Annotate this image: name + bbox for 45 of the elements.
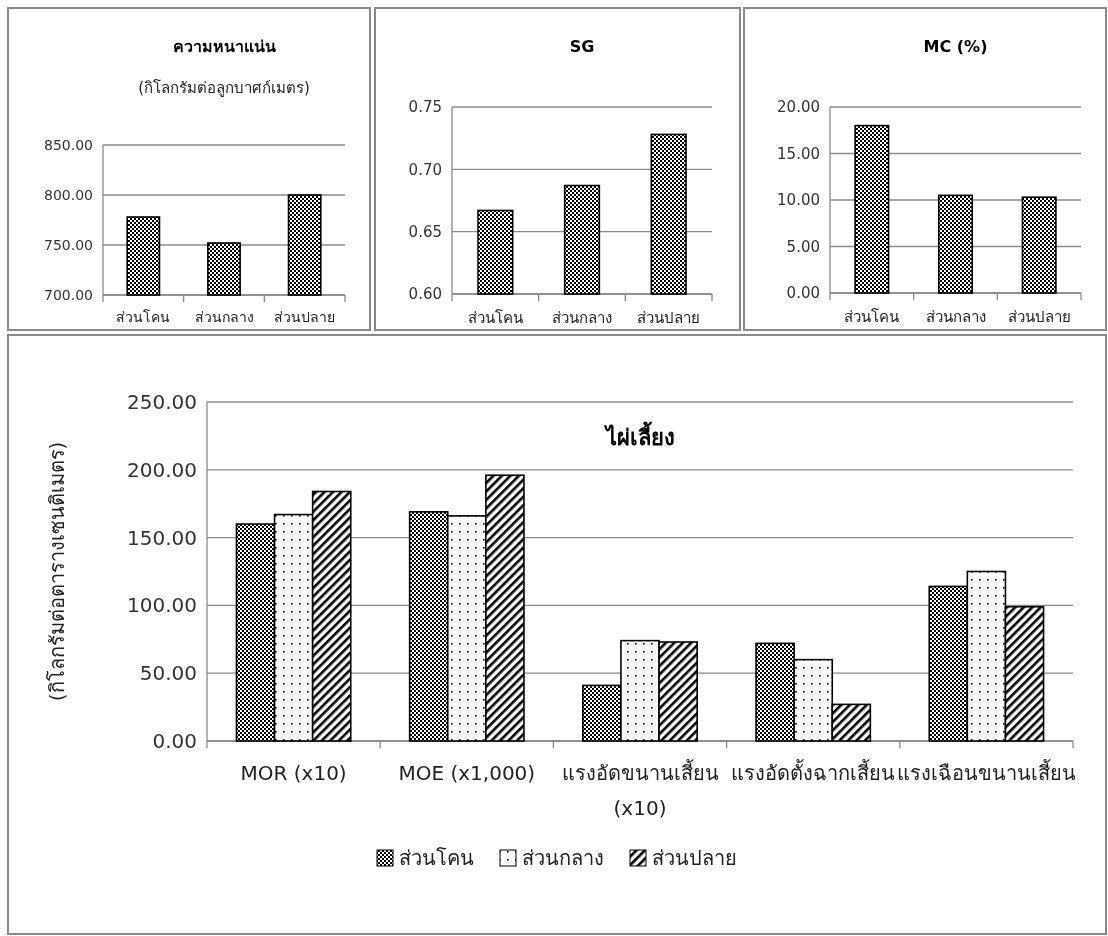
y-tick-label: 0.60 <box>408 285 442 304</box>
x-tick-label: ส่วนกลาง <box>925 308 986 327</box>
legend-label: ส่วนโคน <box>399 846 474 870</box>
x-tick-label: ส่วนปลาย <box>1007 308 1071 327</box>
x-tick-label: ส่วนกลาง <box>552 309 612 328</box>
x-tick-label: แรงอัดขนานเสี้ยน (x10) <box>561 759 719 820</box>
y-tick-label: 250.00 <box>127 390 197 414</box>
legend-label: ส่วนกลาง <box>522 846 604 870</box>
x-tick-label: แรงอัดตั้งฉากเสี้ยน <box>731 759 896 785</box>
y-tick-label: 750.00 <box>44 236 93 253</box>
chart-title: SG <box>569 37 595 56</box>
y-tick-label: 200.00 <box>127 457 197 482</box>
legend-label: ส่วนปลาย <box>652 846 737 870</box>
y-tick-label: 5.00 <box>786 237 820 256</box>
y-tick-label: 850.00 <box>44 136 93 153</box>
x-tick-label: ส่วนโคน <box>116 309 171 326</box>
text: ไผ่เลี้ยง <box>603 421 675 450</box>
y-tick-label: 10.00 <box>777 191 820 210</box>
y-tick-label: 0.00 <box>152 729 197 753</box>
x-tick-label: ส่วนปลาย <box>274 309 336 326</box>
x-tick-label: ส่วนโคน <box>467 309 523 328</box>
y-tick-label: 800.00 <box>44 186 93 203</box>
chart-subtitle: (กิโลกรัมต่อลูกบาศก์เมตร) <box>138 79 310 97</box>
bar <box>854 124 890 294</box>
y-tick-label: 0.65 <box>408 222 442 241</box>
y-tick-label: 20.00 <box>777 98 820 117</box>
x-tick-label: MOE (x1,000) <box>398 761 536 785</box>
bar <box>1021 196 1057 294</box>
y-tick-label: 100.00 <box>127 593 197 618</box>
y-tick-label: 0.70 <box>408 160 442 179</box>
x-tick-label: MOR (x10) <box>240 761 347 785</box>
x-tick-label: ส่วนโคน <box>844 308 900 327</box>
x-tick-label: แรงเฉือนขนานเสี้ยน <box>896 759 1076 785</box>
y-tick-label: 700.00 <box>44 286 93 303</box>
chart-title: MC (%) <box>923 37 988 56</box>
bar <box>937 194 974 294</box>
x-tick-label: ส่วนกลาง <box>194 309 254 326</box>
y-axis-title: (กิโลกรัมต่อตารางเซนติเมตร) <box>45 441 69 702</box>
y-tick-label: 0.00 <box>786 284 820 303</box>
y-tick-label: 0.75 <box>408 98 442 117</box>
chart-title: ความหนาแน่น <box>172 37 276 56</box>
y-tick-label: 150.00 <box>127 525 197 550</box>
y-tick-label: 15.00 <box>777 144 820 163</box>
y-tick-label: 50.00 <box>139 661 197 686</box>
x-tick-label: ส่วนปลาย <box>637 309 701 328</box>
